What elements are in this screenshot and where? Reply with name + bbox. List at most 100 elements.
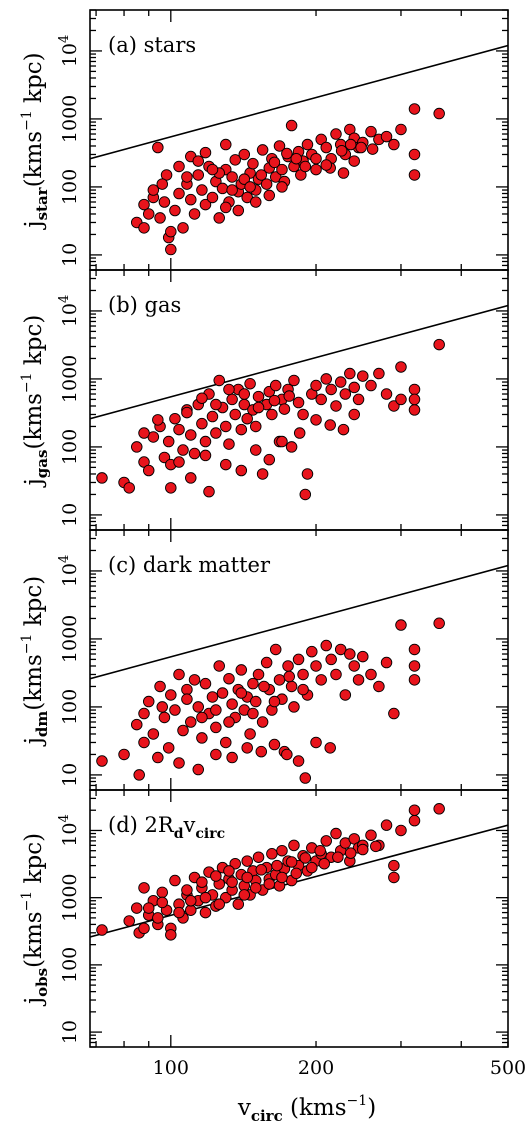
data-point: [380, 819, 393, 831]
data-point: [238, 889, 251, 901]
data-point: [241, 855, 253, 867]
data-point: [276, 181, 288, 193]
data-point: [325, 383, 337, 396]
data-point: [250, 420, 262, 433]
data-point: [388, 859, 400, 872]
x-axis-title: vcirc (kms−1): [237, 1093, 376, 1125]
data-point: [299, 852, 312, 864]
data-point: [235, 464, 248, 477]
data-point: [154, 212, 166, 224]
data-point: [223, 438, 235, 450]
data-point: [188, 674, 201, 686]
data-point: [162, 435, 175, 448]
data-point: [241, 412, 253, 425]
data-point: [206, 163, 219, 176]
y-tick-label: 10: [59, 503, 81, 527]
panel-label: (b) gas: [108, 293, 181, 317]
data-point: [185, 904, 197, 916]
data-point: [220, 420, 232, 433]
data-point: [169, 704, 181, 716]
data-point: [123, 482, 135, 494]
data-point: [255, 169, 268, 181]
data-point: [276, 844, 288, 857]
data-point: [297, 668, 309, 681]
data-point: [185, 472, 197, 484]
data-point: [185, 429, 197, 441]
data-point: [196, 392, 208, 404]
data-point: [192, 169, 205, 181]
data-point: [288, 374, 300, 387]
data-point: [142, 902, 155, 914]
data-point: [223, 865, 235, 877]
y-axis-title: jgas(kms−1 kpc): [19, 315, 51, 489]
data-point: [380, 656, 393, 669]
data-point: [285, 441, 298, 453]
data-point: [177, 724, 189, 737]
data-point: [123, 915, 135, 927]
data-point: [320, 835, 332, 847]
data-point: [268, 738, 281, 751]
y-tick-label: 1000: [59, 873, 81, 921]
data-point: [324, 742, 336, 754]
data-point: [138, 707, 150, 720]
data-point: [395, 824, 407, 837]
data-point: [213, 898, 225, 910]
data-point: [226, 751, 238, 764]
y-tick-label: 1000: [59, 615, 81, 663]
data-point: [165, 929, 177, 941]
data-point: [288, 701, 300, 713]
data-point: [199, 891, 212, 904]
data-point: [223, 716, 235, 728]
data-point: [210, 427, 222, 439]
data-point: [203, 485, 215, 498]
data-point: [199, 449, 212, 462]
data-point: [288, 839, 300, 852]
data-point: [173, 668, 185, 681]
data-point: [320, 159, 332, 171]
data-point: [235, 664, 248, 676]
data-point: [250, 196, 262, 208]
data-point: [388, 871, 400, 884]
data-point: [301, 138, 314, 151]
data-point: [334, 643, 347, 656]
data-point: [292, 755, 305, 767]
data-point: [388, 707, 400, 720]
data-point: [232, 898, 245, 910]
data-point: [318, 857, 330, 870]
y-tick-label: 100: [59, 429, 81, 465]
data-point: [260, 656, 273, 669]
y-tick-label: 100: [59, 689, 81, 725]
data-point: [330, 128, 342, 140]
data-point: [199, 146, 212, 159]
data-point: [299, 772, 312, 784]
data-point: [235, 687, 248, 699]
panel-label: (d) 2Rdvcirc: [108, 813, 225, 842]
data-point: [96, 755, 108, 767]
data-point: [315, 393, 327, 406]
data-point: [281, 748, 293, 761]
data-point: [185, 193, 197, 206]
data-point: [210, 398, 222, 411]
data-point: [283, 390, 295, 402]
data-point: [433, 803, 445, 815]
data-point: [314, 844, 326, 857]
data-point: [138, 736, 150, 749]
data-point: [185, 716, 197, 728]
data-point: [210, 870, 222, 882]
x-tick-label: 200: [298, 1057, 334, 1079]
data-point: [247, 677, 259, 690]
data-point: [285, 856, 298, 868]
data-point: [238, 148, 251, 161]
data-point: [162, 742, 175, 754]
y-tick-label: 1000: [59, 355, 81, 403]
data-point: [210, 748, 222, 761]
y-tick-label: 10: [59, 763, 81, 787]
data-point: [263, 453, 276, 466]
data-point: [138, 882, 150, 894]
data-point: [216, 687, 229, 699]
data-point: [348, 660, 360, 672]
data-point: [315, 133, 327, 146]
data-point: [216, 182, 229, 195]
